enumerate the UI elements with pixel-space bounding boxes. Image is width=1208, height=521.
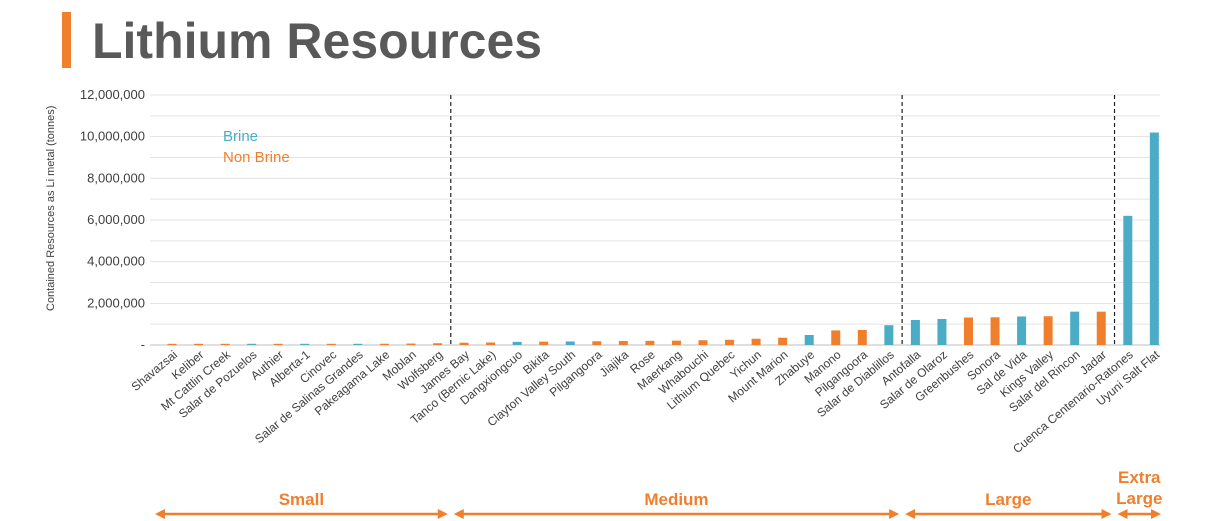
bar: [645, 340, 655, 345]
bar: [486, 342, 496, 345]
group-arrowhead: [453, 509, 464, 519]
bar: [618, 341, 628, 345]
group-arrowhead: [1117, 509, 1128, 519]
bar: [937, 318, 947, 345]
bar: [804, 335, 814, 345]
bar: [592, 341, 602, 345]
group-label: Large: [985, 490, 1031, 509]
bar: [1096, 311, 1106, 345]
group-label: Medium: [644, 490, 708, 509]
bar: [459, 342, 469, 345]
bar: [778, 337, 788, 345]
x-tick-label: Jiajika: [597, 347, 632, 379]
bar: [964, 317, 973, 345]
bar: [512, 341, 522, 345]
bar: [1123, 215, 1133, 345]
group-arrowhead: [437, 509, 448, 519]
group-label: Large: [1116, 489, 1162, 508]
y-tick-label: 12,000,000: [80, 87, 145, 102]
title-accent-bar: [62, 12, 71, 68]
bar: [353, 343, 363, 345]
group-arrowhead: [1151, 509, 1161, 519]
bar: [1043, 316, 1053, 345]
group-arrowhead: [155, 509, 165, 519]
page-title: Lithium Resources: [92, 13, 543, 69]
group-label: Extra: [1118, 468, 1161, 487]
y-tick-label: 10,000,000: [80, 129, 145, 144]
group-arrowhead: [1101, 509, 1112, 519]
bar: [990, 317, 1000, 345]
bar: [698, 340, 708, 345]
legend-brine: Brine: [223, 128, 259, 145]
bar: [300, 343, 310, 345]
bar: [167, 343, 177, 345]
bar: [273, 343, 283, 345]
bar: [1017, 316, 1027, 345]
group-arrowhead: [889, 509, 900, 519]
bar: [565, 341, 575, 345]
bar: [831, 330, 841, 345]
y-tick-label: 8,000,000: [87, 170, 145, 185]
group-label: Small: [279, 490, 324, 509]
bar: [379, 343, 389, 345]
group-arrowhead: [905, 509, 916, 519]
legend-non-brine: Non Brine: [223, 149, 290, 166]
bar: [671, 340, 681, 345]
bar: [326, 343, 336, 345]
bar: [194, 343, 204, 345]
bar: [539, 341, 549, 345]
bar: [247, 343, 257, 345]
y-tick-label: -: [141, 337, 145, 352]
bar: [751, 338, 761, 345]
bar: [884, 325, 894, 345]
bar: [433, 343, 442, 345]
bar: [406, 343, 416, 345]
bar: [910, 320, 920, 345]
bar: [1149, 132, 1159, 345]
bar: [857, 330, 867, 345]
y-tick-label: 6,000,000: [87, 212, 145, 227]
bar: [220, 343, 230, 345]
y-tick-label: 2,000,000: [87, 295, 145, 310]
y-axis-label: Contained Resources as Li metal (tonnes): [45, 105, 57, 311]
bar: [725, 339, 735, 345]
bar: [1070, 311, 1080, 345]
y-tick-label: 4,000,000: [87, 254, 145, 269]
